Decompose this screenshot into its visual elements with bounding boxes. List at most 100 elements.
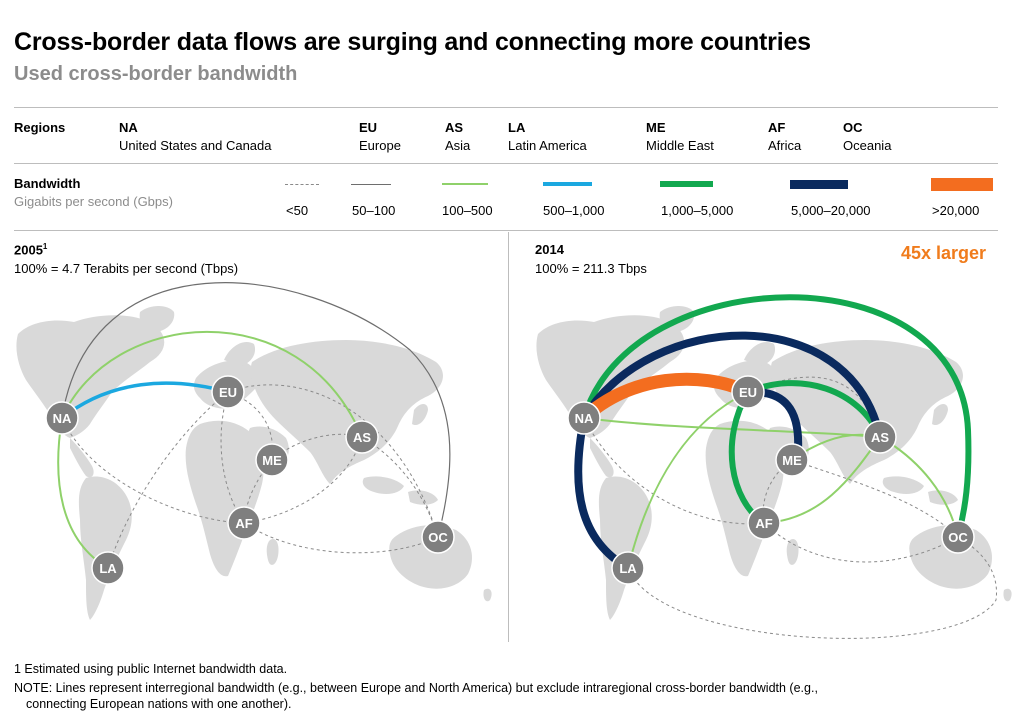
map-2005: NA EU AS ME AF LA OC <box>16 282 492 620</box>
bandwidth-label: Bandwidth <box>14 176 81 191</box>
node-label-2014-af: AF <box>755 516 772 531</box>
page-title: Cross-border data flows are surging and … <box>14 28 811 56</box>
node-label-2014-eu: EU <box>739 385 757 400</box>
node-2014-la: LA <box>611 551 645 585</box>
page-subtitle: Used cross-border bandwidth <box>14 63 298 85</box>
footnote-note-line1: NOTE: Lines represent interregional band… <box>14 681 818 695</box>
divider-panels <box>14 230 998 231</box>
region-name-af: Africa <box>768 138 802 153</box>
node-label-2014-me: ME <box>782 453 802 468</box>
nodes-2005: NA EU AS ME AF LA OC <box>45 375 455 585</box>
footnote-note-line2: connecting European nations with one ano… <box>26 697 292 711</box>
legend-swatch-50-100 <box>351 184 391 185</box>
map-2014: NA EU AS ME AF LA OC <box>536 294 1012 639</box>
nodes-2014: NA EU AS ME AF LA OC <box>567 375 975 585</box>
node-2014-me: ME <box>775 443 809 477</box>
flow-2014-na-oc <box>581 294 972 538</box>
region-name-as: Asia <box>445 138 471 153</box>
node-label-2014-as: AS <box>871 430 889 445</box>
region-code-la: LA <box>508 120 526 135</box>
legend-swatch-1000-5000 <box>660 181 713 187</box>
flow-2014-la-oc <box>627 536 998 639</box>
region-name-la: Latin America <box>508 138 587 153</box>
legend-swatch-5000-20000 <box>790 180 848 189</box>
node-label-2005-la: LA <box>99 561 117 576</box>
world-map-2005 <box>16 306 492 620</box>
bandwidth-unit: Gigabits per second (Gbps) <box>14 194 173 209</box>
flow-2014-la-eu <box>627 391 749 569</box>
node-2005-as: AS <box>345 420 379 454</box>
legend-swatch-gt20000 <box>931 178 993 191</box>
flow-2005-na-af <box>61 417 243 524</box>
node-2005-me: ME <box>255 443 289 477</box>
node-2005-la: LA <box>91 551 125 585</box>
node-2014-af: AF <box>747 506 781 540</box>
region-code-na: NA <box>119 120 138 135</box>
region-name-me: Middle East <box>646 138 714 153</box>
flow-2014-na-la <box>574 417 631 572</box>
legend-range-gt20000: >20,000 <box>932 203 980 218</box>
panel-divider <box>508 232 509 642</box>
node-label-2005-eu: EU <box>219 385 237 400</box>
node-label-2014-la: LA <box>619 561 637 576</box>
node-2014-oc: OC <box>941 520 975 554</box>
flow-2014-eu-as <box>746 380 883 439</box>
footnote-1: 1 Estimated using public Internet bandwi… <box>14 662 288 676</box>
region-name-na: United States and Canada <box>119 138 272 153</box>
node-label-2005-me: ME <box>262 453 282 468</box>
legend-range-5000-20000: 5,000–20,000 <box>791 203 871 218</box>
legend-range-500-1000: 500–1,000 <box>543 203 605 218</box>
region-code-oc: OC <box>843 120 863 135</box>
node-label-2014-oc: OC <box>948 530 968 545</box>
panel-2005-year: 20051 <box>14 242 48 258</box>
flow-2005-na-eu <box>60 381 229 420</box>
flow-2014-na-eu <box>579 372 751 423</box>
legend-range-lt50: <50 <box>286 203 309 218</box>
panel-2014-total: 100% = 211.3 Tbps <box>535 261 647 276</box>
region-name-eu: Europe <box>359 138 401 153</box>
legend-range-50-100: 50–100 <box>352 203 396 218</box>
node-2014-as: AS <box>863 420 897 454</box>
region-code-af: AF <box>768 120 786 135</box>
flow-2005-na-oc <box>61 282 451 538</box>
node-2005-af: AF <box>227 506 261 540</box>
flows-2014 <box>574 294 998 639</box>
region-code-me: ME <box>646 120 666 135</box>
region-code-eu: EU <box>359 120 378 135</box>
divider-top <box>14 107 998 108</box>
node-2005-na: NA <box>45 401 79 435</box>
flow-2005-na-as <box>61 330 363 438</box>
node-label-2005-na: NA <box>53 411 72 426</box>
flow-2014-na-me-as <box>583 417 881 438</box>
flow-2014-me-oc <box>791 459 959 538</box>
legend-swatch-100-500 <box>442 183 488 185</box>
node-2014-na: NA <box>567 401 601 435</box>
node-label-2005-oc: OC <box>428 530 448 545</box>
legend-swatch-500-1000 <box>543 182 592 186</box>
node-2005-eu: EU <box>211 375 245 409</box>
divider-mid <box>14 163 998 164</box>
node-label-2014-na: NA <box>575 411 594 426</box>
region-code-as: AS <box>445 120 464 135</box>
node-2005-oc: OC <box>421 520 455 554</box>
flow-2005-af-oc <box>243 522 439 554</box>
legend-range-1000-5000: 1,000–5,000 <box>661 203 734 218</box>
node-label-2005-as: AS <box>353 430 371 445</box>
legend-swatch-lt50 <box>285 184 319 185</box>
node-label-2005-af: AF <box>235 516 252 531</box>
flow-2014-na-as <box>580 331 884 438</box>
panel-2005-total: 100% = 4.7 Terabits per second (Tbps) <box>14 261 239 276</box>
legend-range-100-500: 100–500 <box>442 203 493 218</box>
flow-2014-eu-as <box>747 376 881 438</box>
flow-2005-na-la <box>57 417 109 569</box>
growth-callout: 45x larger <box>901 243 987 263</box>
flow-2005-as-af <box>243 436 363 524</box>
panel-2014-year: 2014 <box>535 242 564 257</box>
region-name-oc: Oceania <box>843 138 892 153</box>
regions-label: Regions <box>14 120 66 135</box>
flow-2014-af-as <box>763 436 881 524</box>
flow-2014-na-af <box>583 417 765 525</box>
flow-2005-eu-la <box>107 391 229 569</box>
node-2014-eu: EU <box>731 375 765 409</box>
